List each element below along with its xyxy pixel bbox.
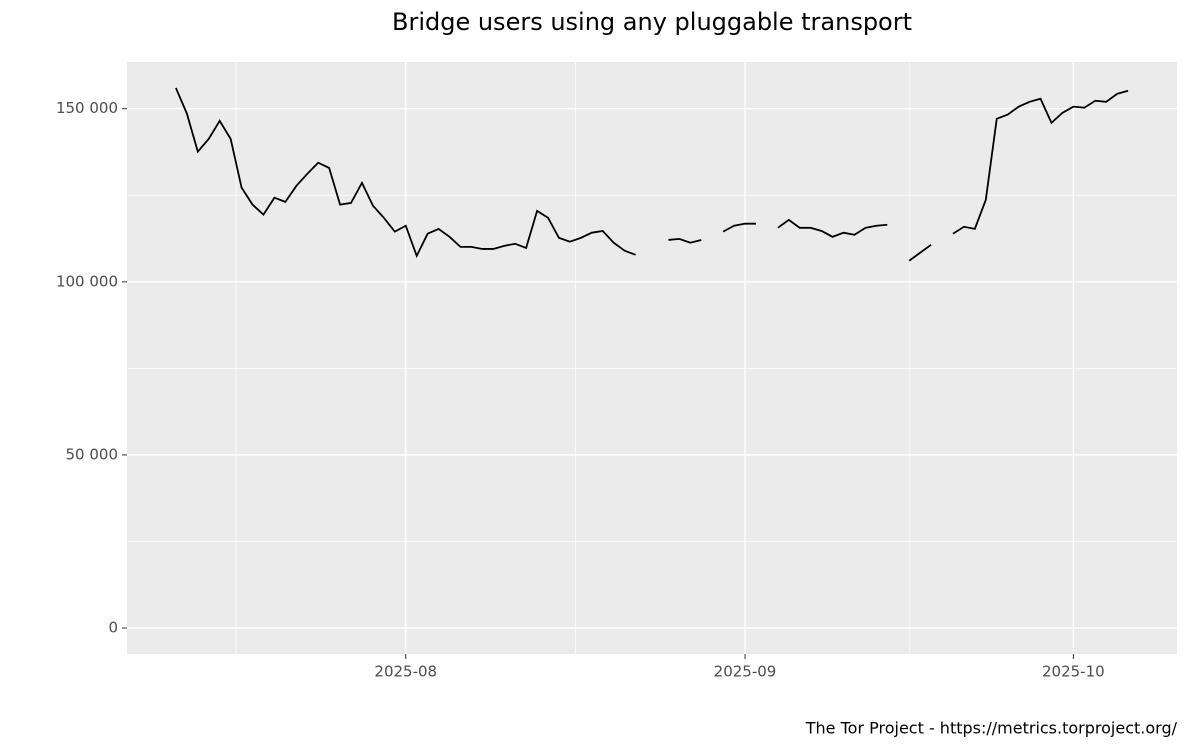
line xyxy=(668,237,702,244)
y-tick-label: 0 xyxy=(108,619,118,637)
plot-panel xyxy=(127,62,1177,654)
chart-title: Bridge users using any pluggable transpo… xyxy=(392,8,912,36)
line xyxy=(952,89,1129,235)
y-tick-label: 100 000 xyxy=(56,272,118,290)
line xyxy=(175,87,636,259)
line xyxy=(722,222,756,233)
line xyxy=(908,244,932,262)
x-tick-label: 2025-08 xyxy=(374,663,437,681)
x-tick-label: 2025-10 xyxy=(1042,663,1105,681)
line xyxy=(777,218,888,238)
y-tick-label: 150 000 xyxy=(56,99,118,117)
x-tick-label: 2025-09 xyxy=(714,663,777,681)
caption: The Tor Project - https://metrics.torpro… xyxy=(805,719,1178,738)
y-tick-label: 50 000 xyxy=(66,445,119,463)
